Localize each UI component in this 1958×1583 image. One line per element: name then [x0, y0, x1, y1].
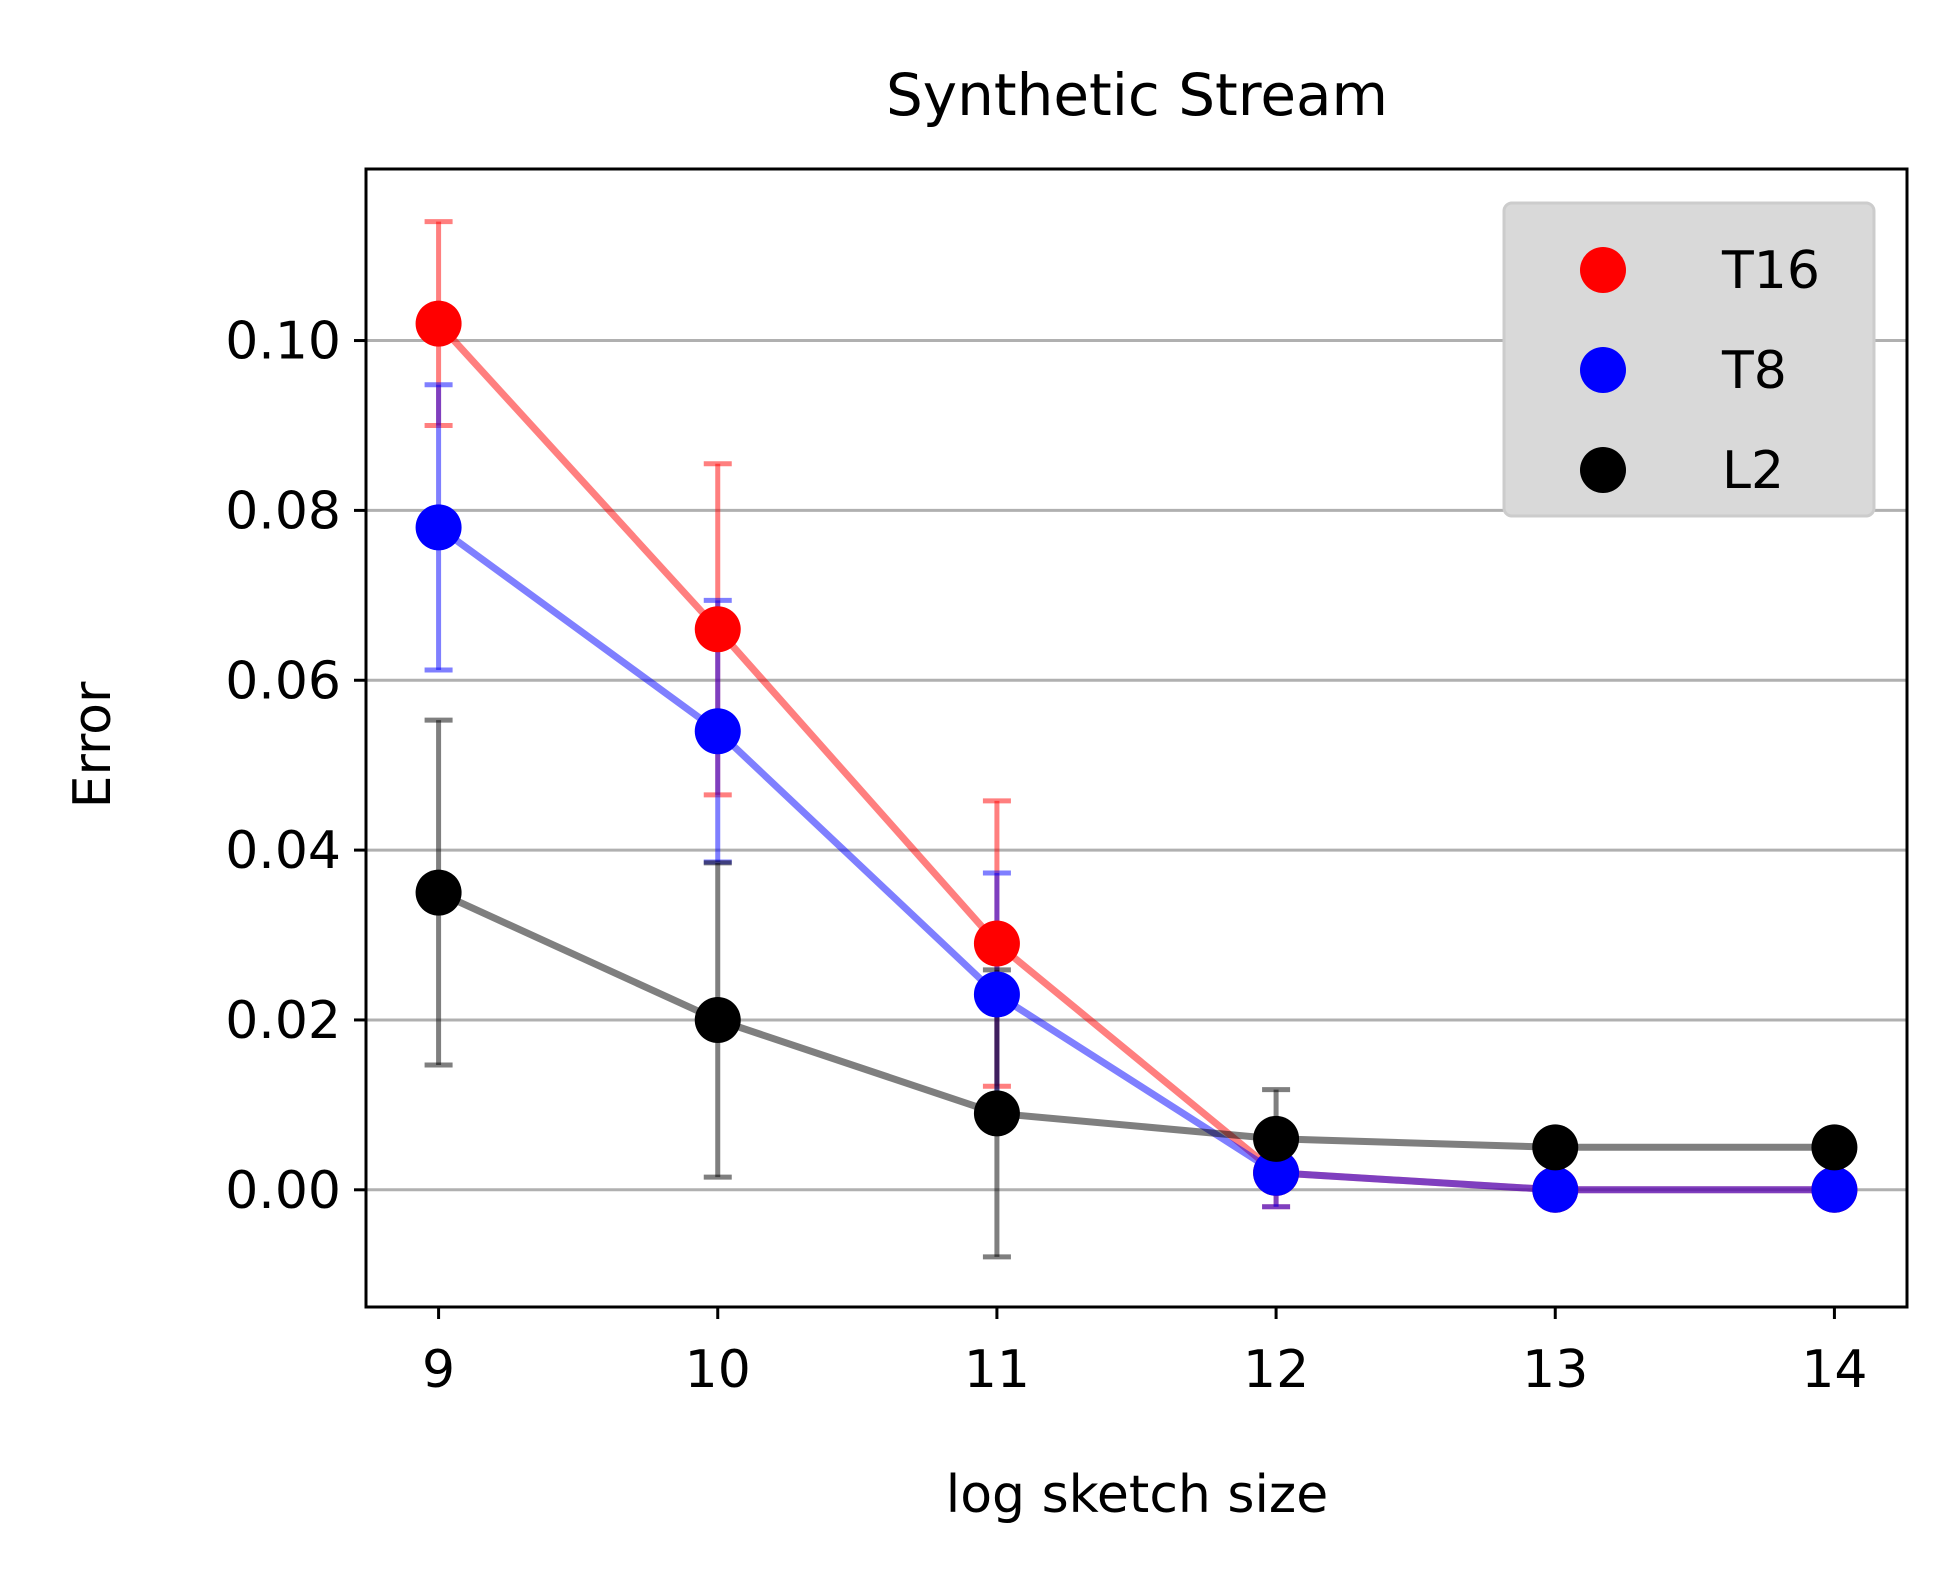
data-point-t8: [1811, 1166, 1858, 1213]
data-point-l2: [1532, 1124, 1579, 1171]
data-point-t8: [694, 708, 741, 755]
x-tick-label: 13: [1522, 1340, 1588, 1400]
x-tick-label: 10: [685, 1340, 751, 1400]
data-point-t16: [973, 920, 1020, 967]
x-tick-label: 12: [1243, 1340, 1309, 1400]
data-point-l2: [973, 1090, 1020, 1137]
data-point-l2: [415, 869, 462, 916]
y-tick-label: 0.04: [225, 821, 341, 881]
legend-label-t16: T16: [1721, 241, 1820, 301]
y-tick-label: 0.10: [225, 312, 341, 372]
data-point-t8: [973, 971, 1020, 1018]
data-point-t16: [415, 300, 462, 347]
x-tick-label: 11: [964, 1340, 1030, 1400]
legend-label-t8: T8: [1721, 341, 1787, 401]
data-point-t8: [1253, 1149, 1300, 1196]
x-axis-label: log sketch size: [946, 1465, 1328, 1525]
data-point-t8: [415, 504, 462, 551]
legend-marker-t16: [1580, 247, 1626, 293]
data-point-l2: [1253, 1115, 1300, 1162]
legend-marker-t8: [1580, 347, 1626, 393]
legend-label-l2: L2: [1722, 441, 1784, 501]
data-point-t8: [1532, 1166, 1579, 1213]
y-tick-label: 0.08: [225, 481, 341, 541]
series-lines: [436, 321, 1835, 1194]
y-tick-label: 0.02: [225, 991, 341, 1051]
x-axis-ticks: 9 10 11 12 13 14: [422, 1307, 1868, 1400]
y-tick-label: 0.06: [225, 651, 341, 711]
series-line-t8: [436, 524, 1835, 1194]
x-tick-label: 14: [1801, 1340, 1867, 1400]
data-point-l2: [1811, 1124, 1858, 1171]
legend: T16 T8 L2: [1502, 201, 1876, 518]
series-line-l2: [437, 889, 1835, 1151]
legend-marker-l2: [1580, 447, 1626, 493]
data-point-t16: [694, 606, 741, 653]
chart-title: Synthetic Stream: [886, 61, 1388, 129]
plot-frame: [364, 167, 1909, 1309]
series-points: [415, 300, 1858, 1213]
data-point-l2: [694, 996, 741, 1043]
y-axis-ticks: 0.00 0.02 0.04 0.06 0.08 0.10: [225, 312, 366, 1221]
y-axis-label: Error: [63, 681, 123, 808]
y-tick-label: 0.00: [225, 1161, 341, 1221]
x-tick-label: 9: [422, 1340, 455, 1400]
